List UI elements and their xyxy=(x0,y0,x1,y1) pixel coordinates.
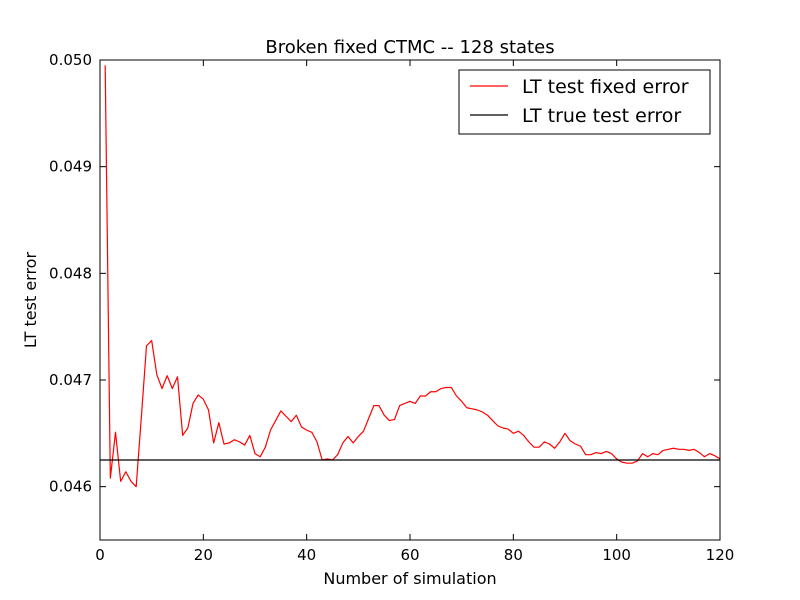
x-tick-label: 80 xyxy=(504,546,523,564)
legend: LT test fixed error LT true test error xyxy=(458,69,711,135)
legend-label-true-error: LT true test error xyxy=(522,105,681,127)
series-layer xyxy=(100,65,721,488)
ticks-layer: 0 20 40 60 80 100 120 0.046 0.047 0.048 0.049 0.050 xyxy=(49,51,734,564)
x-tick-label: 120 xyxy=(706,546,735,564)
y-tick-label: 0.047 xyxy=(49,371,92,389)
x-tick-label: 100 xyxy=(602,546,631,564)
y-axis-label: LT test error xyxy=(21,252,40,349)
x-tick-label: 40 xyxy=(297,546,316,564)
legend-label-fixed-error: LT test fixed error xyxy=(522,76,689,98)
legend-box xyxy=(458,69,711,135)
x-tick-label: 0 xyxy=(95,546,105,564)
chart-title: Broken fixed CTMC -- 128 states xyxy=(265,37,554,58)
x-tick-label: 20 xyxy=(194,546,213,564)
y-tick-label: 0.049 xyxy=(49,158,92,176)
y-tick-label: 0.050 xyxy=(49,51,92,69)
x-tick-label: 60 xyxy=(400,546,419,564)
y-tick-label: 0.048 xyxy=(49,264,92,282)
x-axis-label: Number of simulation xyxy=(323,569,496,588)
y-tick-label: 0.046 xyxy=(49,478,92,496)
